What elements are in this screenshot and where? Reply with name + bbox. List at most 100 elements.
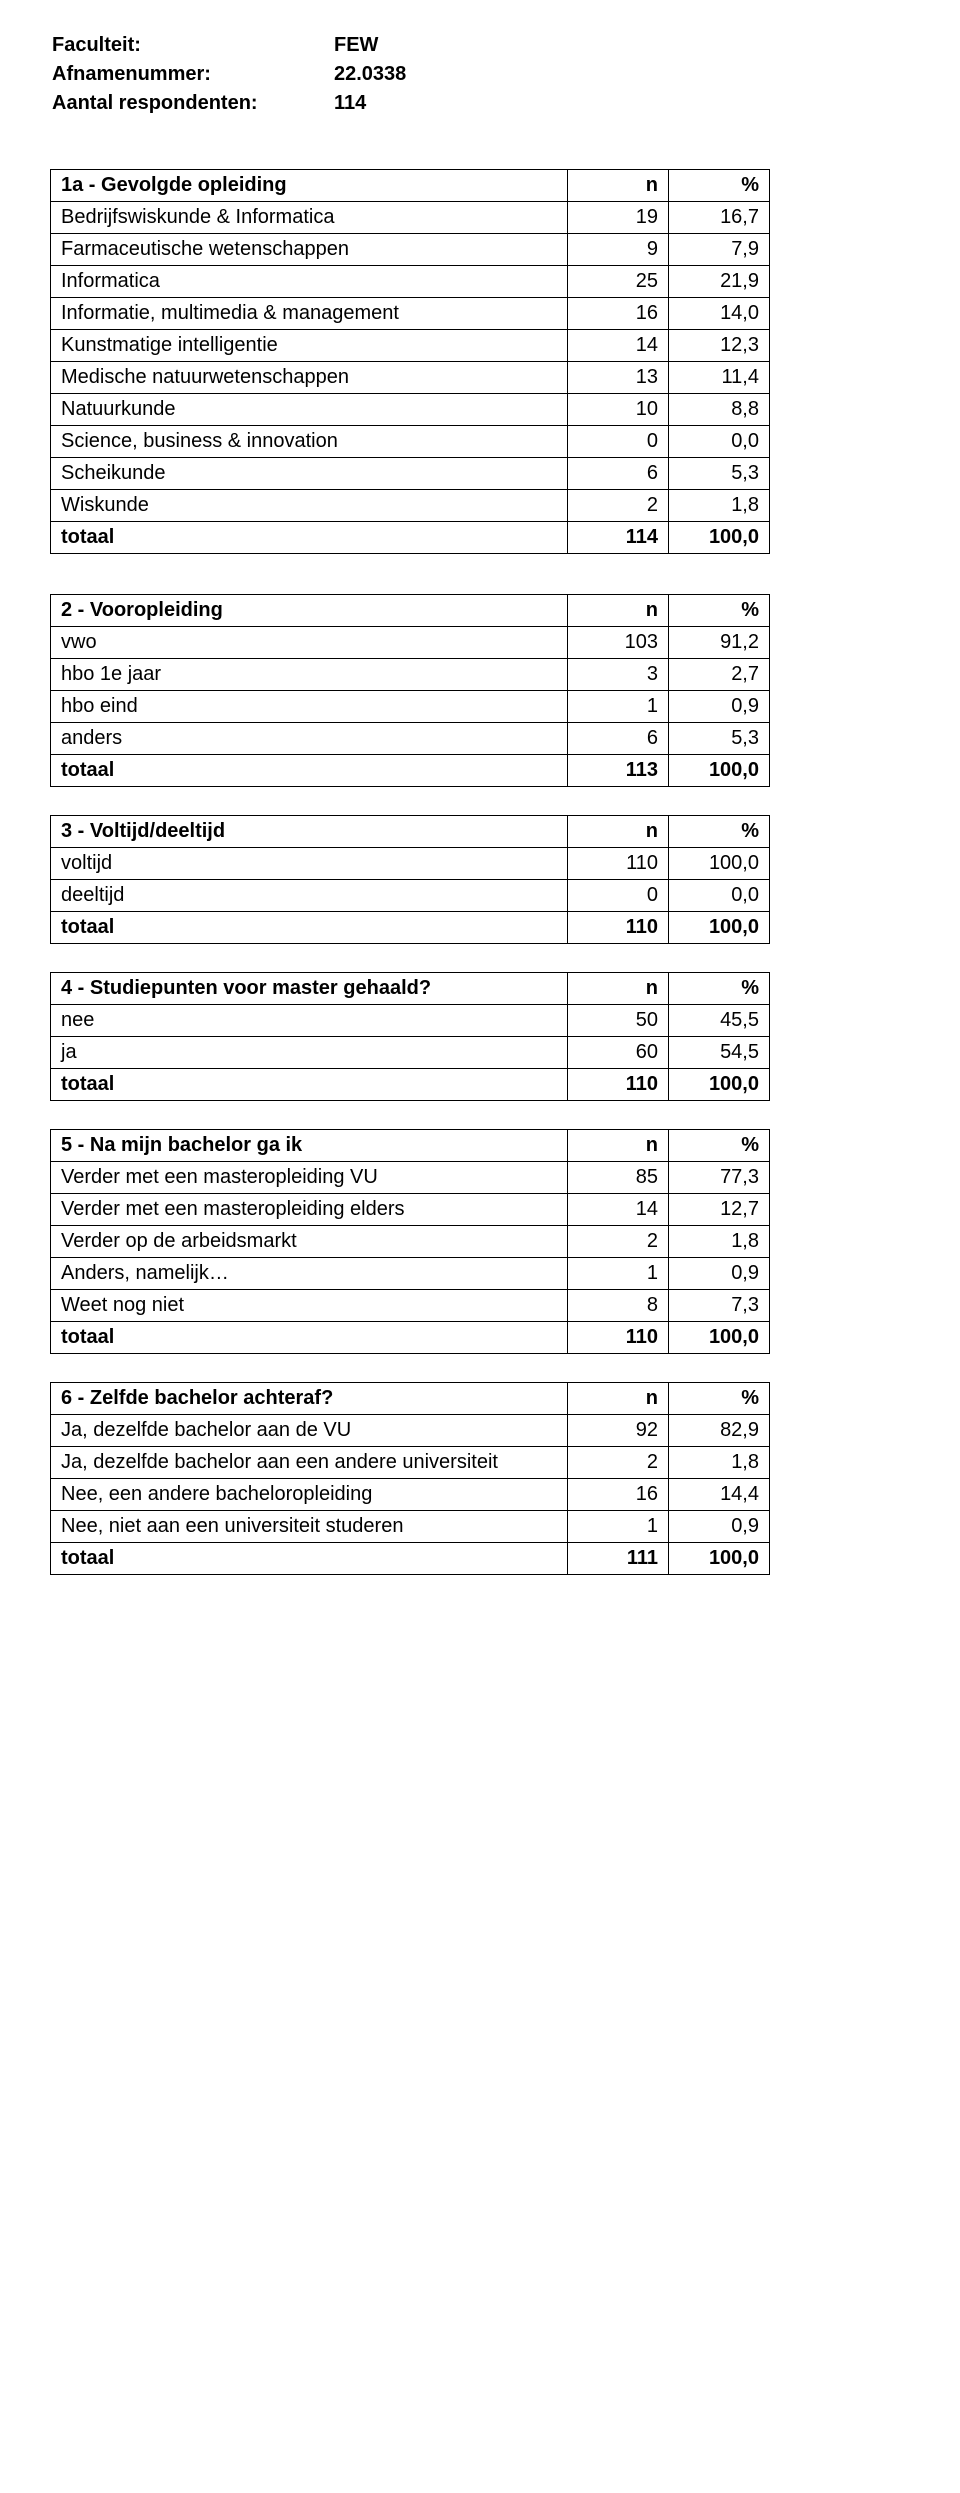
row-label: Ja, dezelfde bachelor aan een andere uni… [51,1447,568,1479]
table-row: Kunstmatige intelligentie1412,3 [51,330,770,362]
row-n: 19 [568,202,669,234]
table-row: Weet nog niet87,3 [51,1290,770,1322]
row-n: 85 [568,1162,669,1194]
header-value: 114 [334,90,406,117]
row-label: Farmaceutische wetenschappen [51,234,568,266]
table-row: anders65,3 [51,723,770,755]
row-n: 60 [568,1037,669,1069]
row-pct: 5,3 [669,458,770,490]
row-label: Verder met een masteropleiding elders [51,1194,568,1226]
table-row: Verder met een masteropleiding VU8577,3 [51,1162,770,1194]
row-n: 1 [568,691,669,723]
col-n: n [568,1383,669,1415]
table-title: 5 - Na mijn bachelor ga ik [51,1130,568,1162]
row-label: Anders, namelijk… [51,1258,568,1290]
col-pct: % [669,170,770,202]
row-n: 14 [568,330,669,362]
col-n: n [568,973,669,1005]
table-row: voltijd110100,0 [51,848,770,880]
total-label: totaal [51,1543,568,1575]
row-label: Informatie, multimedia & management [51,298,568,330]
row-n: 110 [568,848,669,880]
row-label: ja [51,1037,568,1069]
row-pct: 7,3 [669,1290,770,1322]
row-label: voltijd [51,848,568,880]
row-pct: 0,9 [669,1511,770,1543]
total-n: 110 [568,1322,669,1354]
row-n: 0 [568,426,669,458]
total-row: totaal114100,0 [51,522,770,554]
row-n: 10 [568,394,669,426]
row-label: Scheikunde [51,458,568,490]
table-row: deeltijd00,0 [51,880,770,912]
table-row: Natuurkunde108,8 [51,394,770,426]
col-pct: % [669,1130,770,1162]
row-pct: 1,8 [669,490,770,522]
table-row: ja6054,5 [51,1037,770,1069]
total-row: totaal113100,0 [51,755,770,787]
row-label: vwo [51,627,568,659]
table-row: Informatica2521,9 [51,266,770,298]
row-pct: 2,7 [669,659,770,691]
total-label: totaal [51,1322,568,1354]
total-pct: 100,0 [669,912,770,944]
row-pct: 14,0 [669,298,770,330]
header-label: Afnamenummer: [52,61,332,88]
total-pct: 100,0 [669,1069,770,1101]
row-n: 92 [568,1415,669,1447]
row-label: Natuurkunde [51,394,568,426]
row-n: 2 [568,1447,669,1479]
table-row: Bedrijfswiskunde & Informatica1916,7 [51,202,770,234]
row-pct: 1,8 [669,1447,770,1479]
row-pct: 0,0 [669,880,770,912]
row-pct: 77,3 [669,1162,770,1194]
data-table: 6 - Zelfde bachelor achteraf?n% Ja, dezel… [50,1382,770,1575]
row-n: 103 [568,627,669,659]
total-n: 111 [568,1543,669,1575]
row-label: Kunstmatige intelligentie [51,330,568,362]
table-title: 1a - Gevolgde opleiding [51,170,568,202]
row-pct: 82,9 [669,1415,770,1447]
table-row: Informatie, multimedia & management1614,… [51,298,770,330]
row-pct: 45,5 [669,1005,770,1037]
total-row: totaal110100,0 [51,1069,770,1101]
table-row: Nee, een andere bacheloropleiding1614,4 [51,1479,770,1511]
row-label: Medische natuurwetenschappen [51,362,568,394]
table-title: 3 - Voltijd/deeltijd [51,816,568,848]
total-n: 110 [568,1069,669,1101]
table-row: Verder op de arbeidsmarkt21,8 [51,1226,770,1258]
table-row: Anders, namelijk…10,9 [51,1258,770,1290]
total-row: totaal110100,0 [51,1322,770,1354]
row-n: 6 [568,723,669,755]
data-table: 4 - Studiepunten voor master gehaald?n%n… [50,972,770,1101]
table-title: 6 - Zelfde bachelor achteraf? [51,1383,568,1415]
row-n: 9 [568,234,669,266]
row-pct: 100,0 [669,848,770,880]
table-row: Nee, niet aan een universiteit studeren1… [51,1511,770,1543]
row-pct: 11,4 [669,362,770,394]
table-title: 4 - Studiepunten voor master gehaald? [51,973,568,1005]
data-table: 1a - Gevolgde opleidingn%Bedrijfswiskund… [50,169,770,554]
col-n: n [568,170,669,202]
row-pct: 0,9 [669,691,770,723]
row-label: Weet nog niet [51,1290,568,1322]
row-n: 14 [568,1194,669,1226]
row-label: Nee, niet aan een universiteit studeren [51,1511,568,1543]
row-pct: 8,8 [669,394,770,426]
row-label: Informatica [51,266,568,298]
row-label: Verder op de arbeidsmarkt [51,1226,568,1258]
total-label: totaal [51,1069,568,1101]
row-label: Verder met een masteropleiding VU [51,1162,568,1194]
row-label: anders [51,723,568,755]
total-label: totaal [51,912,568,944]
table-title: 2 - Vooropleiding [51,595,568,627]
row-n: 2 [568,1226,669,1258]
col-pct: % [669,1383,770,1415]
row-pct: 0,0 [669,426,770,458]
row-n: 25 [568,266,669,298]
header-value: 22.0338 [334,61,406,88]
row-n: 1 [568,1511,669,1543]
row-n: 0 [568,880,669,912]
col-n: n [568,595,669,627]
row-label: Wiskunde [51,490,568,522]
